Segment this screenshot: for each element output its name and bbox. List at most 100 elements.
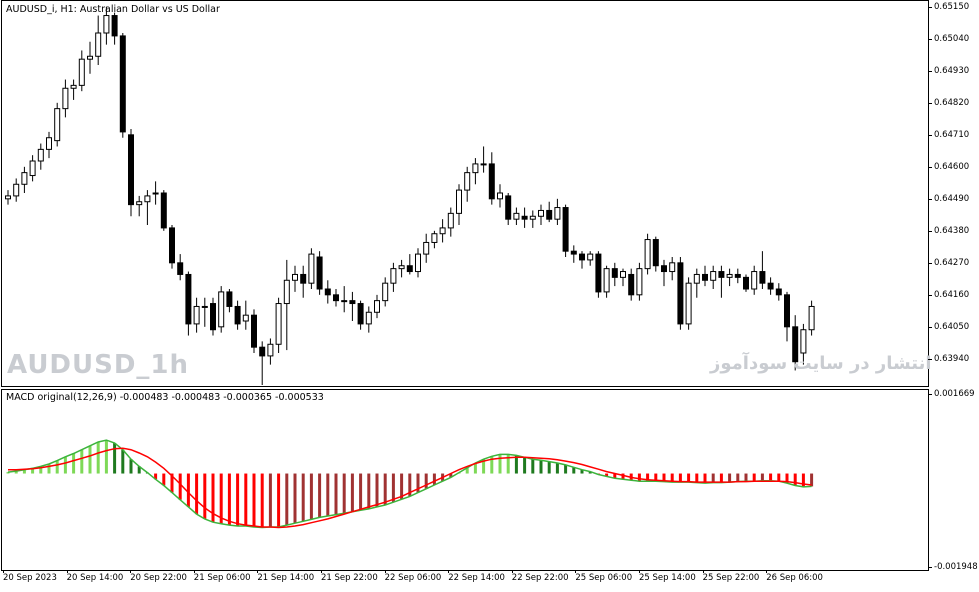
candle-bearish <box>702 273 708 281</box>
candle-bullish <box>201 305 208 308</box>
candle-bearish <box>652 239 659 267</box>
macd-axis-tick-label: -0.001948 <box>934 561 978 572</box>
candle-bearish <box>226 291 233 307</box>
candle-bearish <box>488 163 495 200</box>
candle-bullish <box>644 239 651 270</box>
candle-bearish <box>185 273 192 325</box>
macd-value-axis[interactable]: 0.001669 -0.001948 <box>928 388 979 572</box>
candle-bearish <box>406 265 413 273</box>
candle-bearish <box>505 195 512 220</box>
candle-bullish <box>62 87 69 110</box>
candle-bearish <box>300 273 307 284</box>
candle-bullish <box>636 268 643 296</box>
candle-bearish <box>677 262 684 325</box>
candle-bullish <box>103 15 110 34</box>
time-axis-tick: 25 Sep 14:00 <box>639 570 696 583</box>
candle-bearish <box>316 256 323 290</box>
candle-bearish <box>611 268 618 278</box>
candle-bullish <box>603 268 610 293</box>
candle-bearish <box>169 227 175 264</box>
candle-bullish <box>365 311 372 325</box>
candle-bearish <box>177 262 184 275</box>
price-axis-tick-label: 0.64710 <box>934 129 970 140</box>
candle-bullish <box>497 192 503 200</box>
candle-bearish <box>784 294 790 328</box>
time-axis-tick: 20 Sep 2023 <box>3 570 57 583</box>
candle-bullish <box>472 163 479 174</box>
candle-bullish <box>808 305 815 331</box>
macd-signal-line <box>8 447 812 529</box>
candle-bearish <box>718 271 725 278</box>
time-axis-tick: 22 Sep 06:00 <box>384 570 442 583</box>
price-axis-tick-label: 0.63940 <box>934 353 970 364</box>
candle-bullish <box>685 282 692 325</box>
time-axis-tick: 21 Sep 22:00 <box>321 570 378 583</box>
candle-bullish <box>587 253 594 261</box>
price-axis[interactable]: 0.65150 0.65040 0.64930 0.64820 0.64710 0.646… <box>928 0 979 387</box>
time-axis-tick: 20 Sep 14:00 <box>66 570 124 583</box>
candle-bullish <box>283 279 290 305</box>
candle-bearish <box>521 215 528 220</box>
price-axis-tick-label: 0.64270 <box>934 257 970 268</box>
time-axis-tick: 21 Sep 06:00 <box>193 570 251 583</box>
candle-bullish <box>54 108 61 142</box>
candle-bullish <box>390 268 397 284</box>
candle-bullish <box>13 183 20 197</box>
candle-bullish <box>37 148 44 162</box>
time-axis-tick: 22 Sep 14:00 <box>448 570 505 583</box>
candle-bullish <box>70 84 77 89</box>
candle-bullish <box>382 282 389 302</box>
candle-bullish <box>529 215 536 220</box>
candle-bullish <box>751 271 758 290</box>
candle-bullish <box>538 209 544 217</box>
candle-bearish <box>661 265 667 273</box>
candle-bullish <box>374 300 380 313</box>
candle-bullish <box>136 201 143 206</box>
candle-bearish <box>562 207 569 252</box>
candle-bullish <box>21 172 28 185</box>
time-axis-tick: 26 Sep 06:00 <box>766 570 823 583</box>
time-axis-tick: 25 Sep 06:00 <box>575 570 633 583</box>
chart-title: AUDUSD_i, H1: Australian Dollar vs US Do… <box>6 4 220 15</box>
candle-bearish <box>759 271 766 284</box>
candle-bullish <box>87 55 93 60</box>
candle-bullish <box>95 32 102 57</box>
candle-bearish <box>743 276 749 290</box>
candle-bullish <box>152 192 159 195</box>
candle-bullish <box>439 227 446 235</box>
candle-bearish <box>251 314 257 348</box>
candle-bearish <box>792 326 799 363</box>
candle-bearish <box>259 346 266 357</box>
candle-bullish <box>513 212 520 220</box>
candle-bearish <box>160 192 167 229</box>
candle-bullish <box>456 189 462 214</box>
macd-axis-tick-label: 0.001669 <box>934 388 975 399</box>
candle-bullish <box>218 291 225 328</box>
candle-bullish <box>464 172 471 191</box>
candle-bullish <box>423 241 430 255</box>
candle-bearish <box>628 273 635 296</box>
price-axis-tick-label: 0.64930 <box>934 65 970 76</box>
candle-bullish <box>193 305 200 325</box>
candle-bullish <box>275 303 282 345</box>
price-axis-tick-label: 0.65040 <box>934 33 970 44</box>
candle-bullish <box>480 163 487 166</box>
candle-bullish <box>726 273 733 278</box>
candle-bearish <box>119 35 126 133</box>
candle-bearish <box>579 253 585 261</box>
time-axis[interactable]: 20 Sep 2023 20 Sep 14:00 20 Sep 22:00 21 Se… <box>0 570 928 592</box>
macd-indicator-title: MACD original(12,26,9) -0.000483 -0.0004… <box>6 392 324 403</box>
candle-bullish <box>308 253 315 284</box>
candle-bearish <box>333 294 339 302</box>
candle-bearish <box>570 250 577 255</box>
candle-bearish <box>324 288 331 296</box>
candle-bullish <box>144 195 151 203</box>
price-axis-tick-label: 0.64490 <box>934 193 970 204</box>
price-axis-tick-label: 0.64160 <box>934 289 970 300</box>
candle-bullish <box>620 271 626 278</box>
candle-bullish <box>242 314 249 322</box>
price-axis-tick-label: 0.64050 <box>934 321 970 332</box>
candle-bullish <box>800 329 807 354</box>
